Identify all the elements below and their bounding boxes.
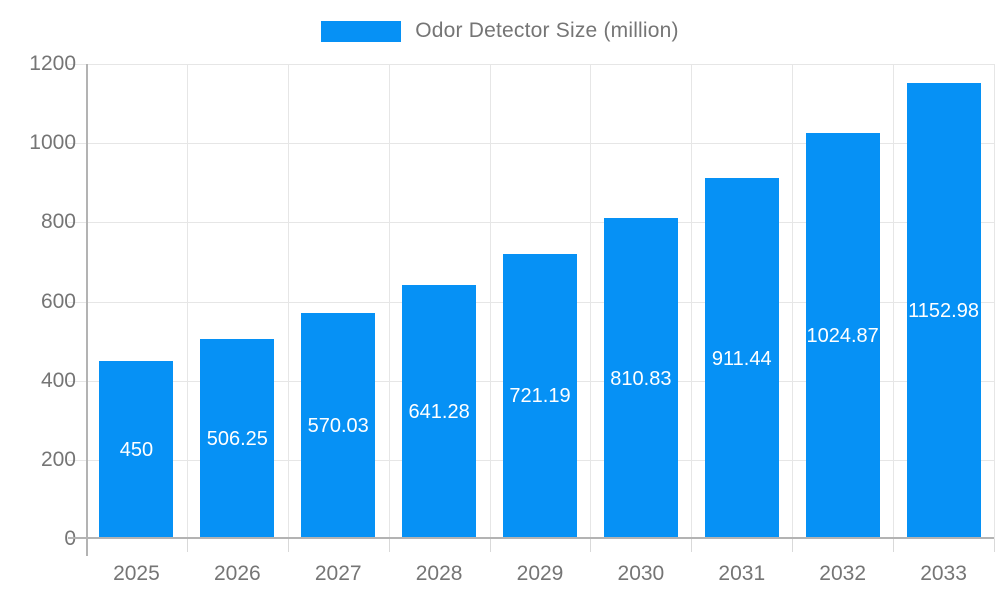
gridline-vertical (994, 64, 995, 539)
x-tick-label: 2029 (516, 562, 564, 585)
gridline-vertical (389, 64, 390, 539)
x-axis-tick (893, 539, 894, 552)
x-tick-label: 2032 (819, 562, 867, 585)
legend-label: Odor Detector Size (million) (415, 19, 679, 42)
gridline-vertical (792, 64, 793, 539)
x-tick-label: 2031 (718, 562, 766, 585)
bar-2029[interactable] (503, 253, 577, 539)
bar-value-label: 1024.87 (806, 325, 879, 348)
bar-2033[interactable] (906, 82, 981, 539)
bar-value-label: 911.44 (711, 347, 772, 370)
bar-value-label: 450 (119, 438, 154, 461)
bar-value-label: 506.25 (206, 427, 268, 450)
gridline-horizontal (68, 143, 994, 145)
x-axis-tick (187, 539, 188, 552)
legend-swatch (321, 20, 402, 42)
x-axis-tick (490, 539, 491, 552)
bar-value-label: 641.28 (408, 401, 470, 424)
x-axis-tick (691, 539, 692, 552)
x-axis-tick (389, 539, 390, 552)
x-tick-label: 2033 (920, 562, 967, 585)
x-axis-tick (590, 539, 591, 552)
x-tick-label: 2027 (314, 562, 362, 585)
x-tick-label: 2028 (415, 562, 463, 585)
gridline-vertical (893, 64, 894, 539)
y-tick-label: 600 (40, 289, 76, 313)
gridline-vertical (691, 64, 692, 539)
bar-2026[interactable] (200, 338, 275, 539)
x-axis-baseline (68, 537, 994, 539)
gridline-vertical (490, 64, 491, 539)
plot-area: 450 506.25 570.03 641.28 721.19 810.83 911.44 1… (68, 64, 995, 556)
x-tick-label: 2025 (113, 562, 160, 585)
x-tick-label: 2030 (617, 562, 665, 585)
gridline-horizontal (68, 222, 994, 224)
y-tick-label: 200 (40, 447, 76, 471)
bar-value-label: 810.83 (610, 367, 672, 390)
bar-2025[interactable] (99, 360, 174, 539)
bar-value-label: 570.03 (307, 415, 369, 438)
y-tick-label: 400 (40, 368, 76, 392)
x-tick-label: 2026 (213, 562, 261, 585)
bar-2031[interactable] (704, 178, 779, 539)
gridline-vertical (187, 64, 188, 539)
bar-2032[interactable] (805, 133, 880, 539)
bar-value-label: 721.19 (509, 385, 571, 408)
chart-legend: Odor Detector Size (million) (0, 19, 1000, 43)
y-tick-label: 0 (0, 527, 76, 551)
y-tick-label: 1200 (29, 52, 76, 75)
gridline-vertical (590, 64, 591, 539)
gridline-horizontal (68, 64, 994, 65)
bar-2028[interactable] (402, 285, 477, 539)
x-axis-tick (994, 539, 995, 552)
bar-2027[interactable] (301, 313, 376, 539)
x-axis-tick (288, 539, 289, 552)
y-axis-line (86, 64, 88, 556)
y-tick-label: 800 (40, 210, 76, 234)
x-axis-tick (792, 539, 793, 552)
bar-2030[interactable] (603, 218, 678, 539)
bar-value-label: 1152.98 (908, 299, 979, 322)
gridline-vertical (288, 64, 289, 539)
y-tick-label: 1000 (29, 131, 76, 155)
